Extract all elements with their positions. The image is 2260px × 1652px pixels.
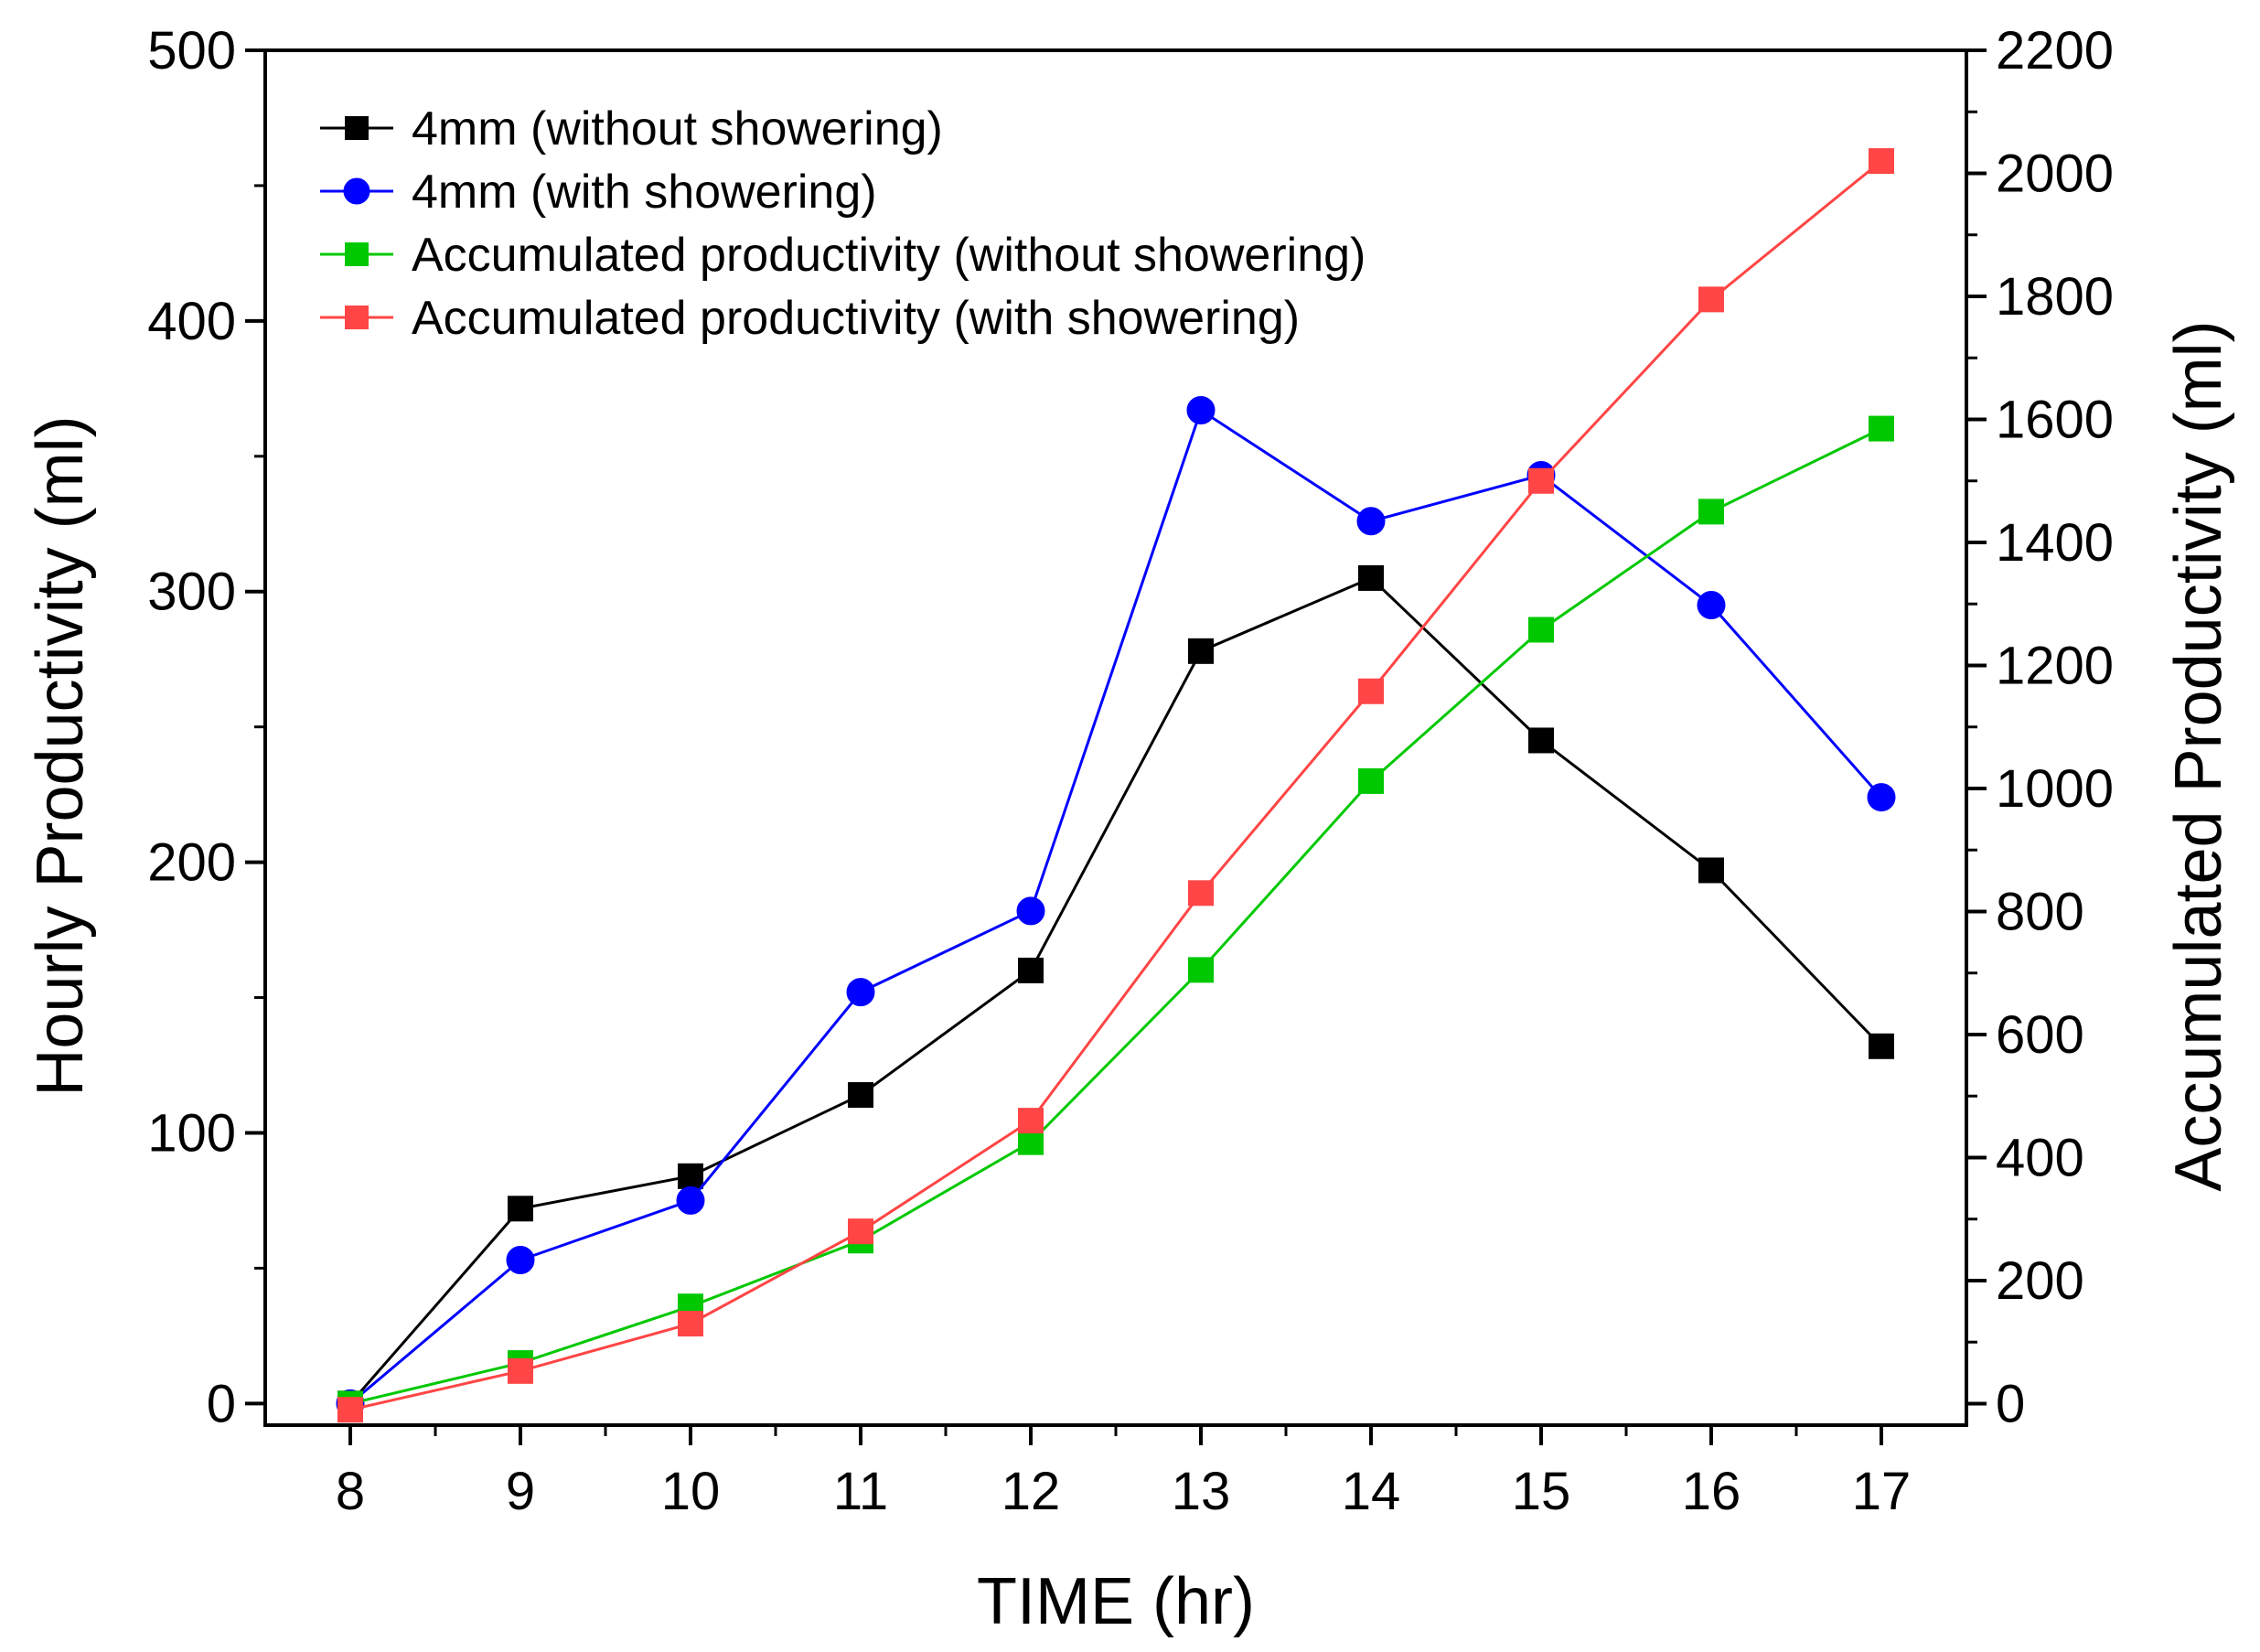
legend-marker: [345, 116, 369, 140]
data-point: [848, 1082, 873, 1109]
data-point: [848, 1218, 873, 1245]
y-tick-label: 500: [147, 21, 236, 80]
x-tick-label: 16: [1682, 1462, 1741, 1521]
y2-tick-label: 1000: [1996, 759, 2114, 819]
data-point: [508, 1357, 533, 1384]
data-point: [337, 1397, 363, 1423]
x-axis-title: TIME (hr): [977, 1565, 1255, 1638]
data-point: [1869, 1033, 1894, 1059]
series-line: [348, 576, 1883, 1405]
data-point: [1188, 957, 1214, 983]
y2-tick-label: 600: [1996, 1005, 2084, 1065]
x-tick-label: 14: [1342, 1462, 1401, 1521]
legend-label: Accumulated productivity (without shower…: [412, 229, 1366, 282]
x-tick-label: 10: [661, 1462, 721, 1521]
y2-tick-label: 1800: [1996, 267, 2114, 327]
data-point: [1697, 591, 1726, 620]
x-tick-label: 15: [1512, 1462, 1571, 1521]
data-point: [1869, 415, 1894, 442]
legend-label: Accumulated productivity (with showering…: [412, 292, 1300, 345]
data-point: [1018, 957, 1044, 983]
data-point: [1358, 564, 1384, 591]
y-tick-label: 400: [147, 292, 236, 351]
data-point: [1528, 617, 1554, 643]
data-point: [676, 1185, 705, 1215]
data-point: [1358, 678, 1384, 704]
data-point: [1188, 638, 1214, 664]
data-point: [1528, 467, 1554, 494]
series-1: [337, 564, 1894, 1417]
series-line: [349, 408, 1883, 1405]
data-point: [1698, 286, 1724, 313]
data-point: [1698, 857, 1724, 884]
series-line: [349, 427, 1882, 1405]
x-tick-label: 8: [336, 1462, 365, 1521]
y-tick-label: 100: [147, 1103, 236, 1163]
y-tick-label: 300: [147, 563, 236, 622]
data-point: [1356, 507, 1386, 536]
y-axis-title: Hourly Productivity (ml): [24, 415, 97, 1096]
data-point: [1188, 880, 1214, 906]
data-point: [1358, 767, 1384, 794]
y2-tick-label: 1200: [1996, 636, 2114, 695]
legend-entry-2: 4mm (with showering): [320, 166, 877, 219]
x-tick-label: 12: [1001, 1462, 1061, 1521]
data-point: [508, 1196, 533, 1222]
y2-tick-label: 400: [1996, 1128, 2084, 1187]
legend-label: 4mm (with showering): [412, 166, 877, 219]
data-point: [1018, 1129, 1044, 1155]
data-point: [678, 1163, 703, 1189]
data-point: [1186, 396, 1216, 425]
series-line: [349, 159, 1882, 1411]
legend-entry-1: 4mm (without showering): [320, 102, 943, 156]
legend-entry-4: Accumulated productivity (with showering…: [320, 292, 1300, 345]
data-point: [1698, 499, 1724, 525]
legend-label: 4mm (without showering): [412, 102, 943, 156]
x-tick-label: 17: [1852, 1462, 1912, 1521]
data-point: [1867, 783, 1896, 812]
y2-tick-label: 0: [1996, 1374, 2025, 1433]
x-tick-label: 9: [506, 1462, 535, 1521]
y2-tick-label: 200: [1996, 1251, 2084, 1311]
data-point: [678, 1311, 703, 1337]
legend-marker: [345, 242, 369, 266]
data-point: [506, 1246, 535, 1275]
data-point: [846, 978, 875, 1007]
data-point: [1528, 727, 1554, 754]
legend-entry-3: Accumulated productivity (without shower…: [320, 229, 1366, 282]
y2-tick-label: 800: [1996, 882, 2084, 941]
y2-tick-label: 1600: [1996, 390, 2114, 449]
y2-tick-label: 2000: [1996, 144, 2114, 203]
data-point: [1018, 1108, 1044, 1134]
series-4: [337, 148, 1894, 1423]
x-tick-label: 11: [833, 1462, 888, 1521]
data-point: [1869, 148, 1894, 175]
y-tick-label: 0: [207, 1374, 236, 1433]
y-tick-label: 200: [147, 833, 236, 893]
y2-axis-title: Accumulated Productivity (ml): [2162, 320, 2235, 1191]
legend: 4mm (without showering) 4mm (with showeri…: [320, 102, 1366, 345]
x-tick-label: 13: [1172, 1462, 1231, 1521]
y2-tick-label: 2200: [1996, 21, 2114, 80]
legend-marker: [343, 177, 370, 205]
data-point: [1016, 896, 1045, 926]
legend-marker: [345, 306, 369, 329]
series-2: [336, 396, 1896, 1418]
y2-tick-label: 1400: [1996, 513, 2114, 573]
